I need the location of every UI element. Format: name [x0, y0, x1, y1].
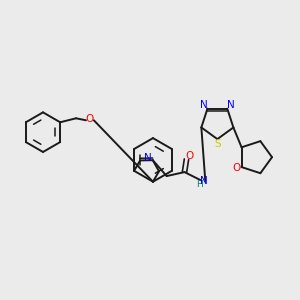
Text: O: O	[86, 114, 94, 124]
Text: N: N	[200, 176, 208, 186]
Text: O: O	[185, 151, 194, 161]
Text: H: H	[196, 181, 203, 190]
Text: O: O	[232, 163, 241, 173]
Text: N: N	[200, 100, 207, 110]
Text: N: N	[144, 153, 152, 163]
Text: S: S	[214, 139, 221, 149]
Text: N: N	[227, 100, 235, 110]
